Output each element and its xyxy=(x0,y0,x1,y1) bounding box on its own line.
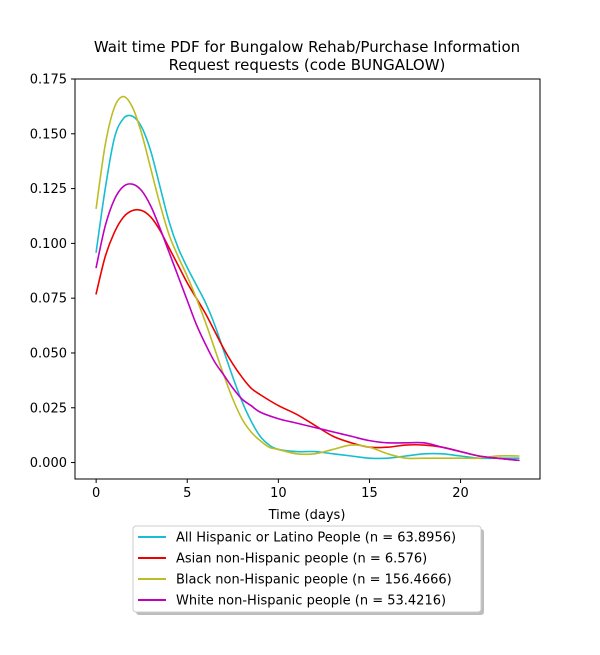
legend-label-1: All Hispanic or Latino People (n = 63.89… xyxy=(176,531,456,546)
legend-label-2: Asian non-Hispanic people (n = 6.576) xyxy=(176,552,427,567)
x-tick-label: 5 xyxy=(183,486,191,501)
series-lines xyxy=(95,95,520,462)
y-tick-label: 0.175 xyxy=(30,73,67,88)
legend-label-4: White non-Hispanic people (n = 53.4216) xyxy=(176,594,446,609)
series-line-4 xyxy=(95,183,520,462)
series-line-3 xyxy=(95,95,520,460)
y-tick-label: 0.100 xyxy=(30,237,67,252)
x-tick-label: 15 xyxy=(361,486,378,501)
y-tick-label: 0.150 xyxy=(30,127,67,142)
chart-title-line-2: Request requests (code BUNGALOW) xyxy=(169,56,446,74)
x-tick-label: 10 xyxy=(270,486,287,501)
y-tick-label: 0.050 xyxy=(30,346,67,361)
plot-frame xyxy=(74,78,541,480)
series-line-1 xyxy=(95,114,520,460)
y-tick-label: 0.025 xyxy=(30,401,67,416)
x-axis: 0 5 10 15 20 xyxy=(92,479,469,501)
y-axis: 0.000 0.025 0.050 0.075 0.100 0.125 0.150 0.175 xyxy=(30,73,75,471)
x-tick-label: 0 xyxy=(92,486,100,501)
legend-box xyxy=(132,525,482,613)
chart-title-line-1: Wait time PDF for Bungalow Rehab/Purchas… xyxy=(94,38,520,56)
chart-title: Wait time PDF for Bungalow Rehab/Purchas… xyxy=(94,38,520,74)
legend: All Hispanic or Latino People (n = 63.89… xyxy=(132,525,484,615)
x-axis-label: Time (days) xyxy=(268,508,346,523)
legend-label-3: Black non-Hispanic people (n = 156.4666) xyxy=(176,573,452,588)
x-tick-label: 20 xyxy=(452,486,469,501)
y-tick-label: 0.000 xyxy=(30,456,67,471)
y-tick-label: 0.075 xyxy=(30,292,67,307)
y-tick-label: 0.125 xyxy=(30,182,67,197)
series-line-2 xyxy=(95,208,520,462)
